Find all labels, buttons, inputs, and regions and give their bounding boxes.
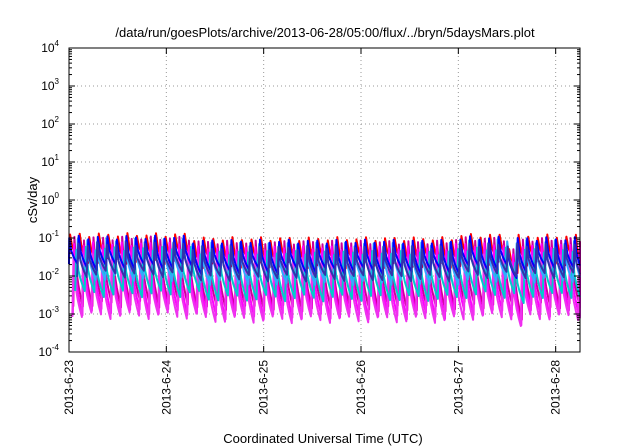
y-tick-label: 10-4 (39, 343, 60, 359)
y-tick-label: 100 (41, 191, 59, 207)
x-axis-label: Coordinated Universal Time (UTC) (223, 431, 422, 446)
x-axis-ticks: 2013-6-23 2013-6-24 2013-6-25 2013-6-26 2013… (62, 48, 563, 415)
y-axis-label: cSv/day (25, 176, 40, 223)
y-axis-ticks: 10-4 10-3 10-2 10-1 100 101 102 103 104 (39, 39, 580, 359)
series-line (71, 252, 581, 327)
y-tick-label: 102 (41, 115, 59, 131)
y-tick-label: 104 (41, 39, 59, 55)
chart-title: /data/run/goesPlots/archive/2013-06-28/0… (115, 25, 535, 40)
y-tick-label: 103 (41, 77, 59, 93)
y-tick-label: 10-2 (39, 267, 60, 283)
x-tick-label: 2013-6-26 (354, 360, 368, 415)
x-tick-label: 2013-6-24 (159, 360, 173, 415)
x-tick-label: 2013-6-23 (62, 360, 76, 415)
x-tick-label: 2013-6-28 (549, 360, 563, 415)
y-tick-label: 10-1 (39, 229, 60, 245)
x-tick-label: 2013-6-27 (451, 360, 465, 415)
series-line (74, 246, 581, 304)
x-tick-label: 2013-6-25 (257, 360, 271, 415)
y-tick-label: 101 (41, 153, 59, 169)
series-line (76, 241, 581, 283)
y-tick-label: 10-3 (39, 305, 60, 321)
grid (69, 48, 580, 352)
series-lines (68, 232, 581, 327)
